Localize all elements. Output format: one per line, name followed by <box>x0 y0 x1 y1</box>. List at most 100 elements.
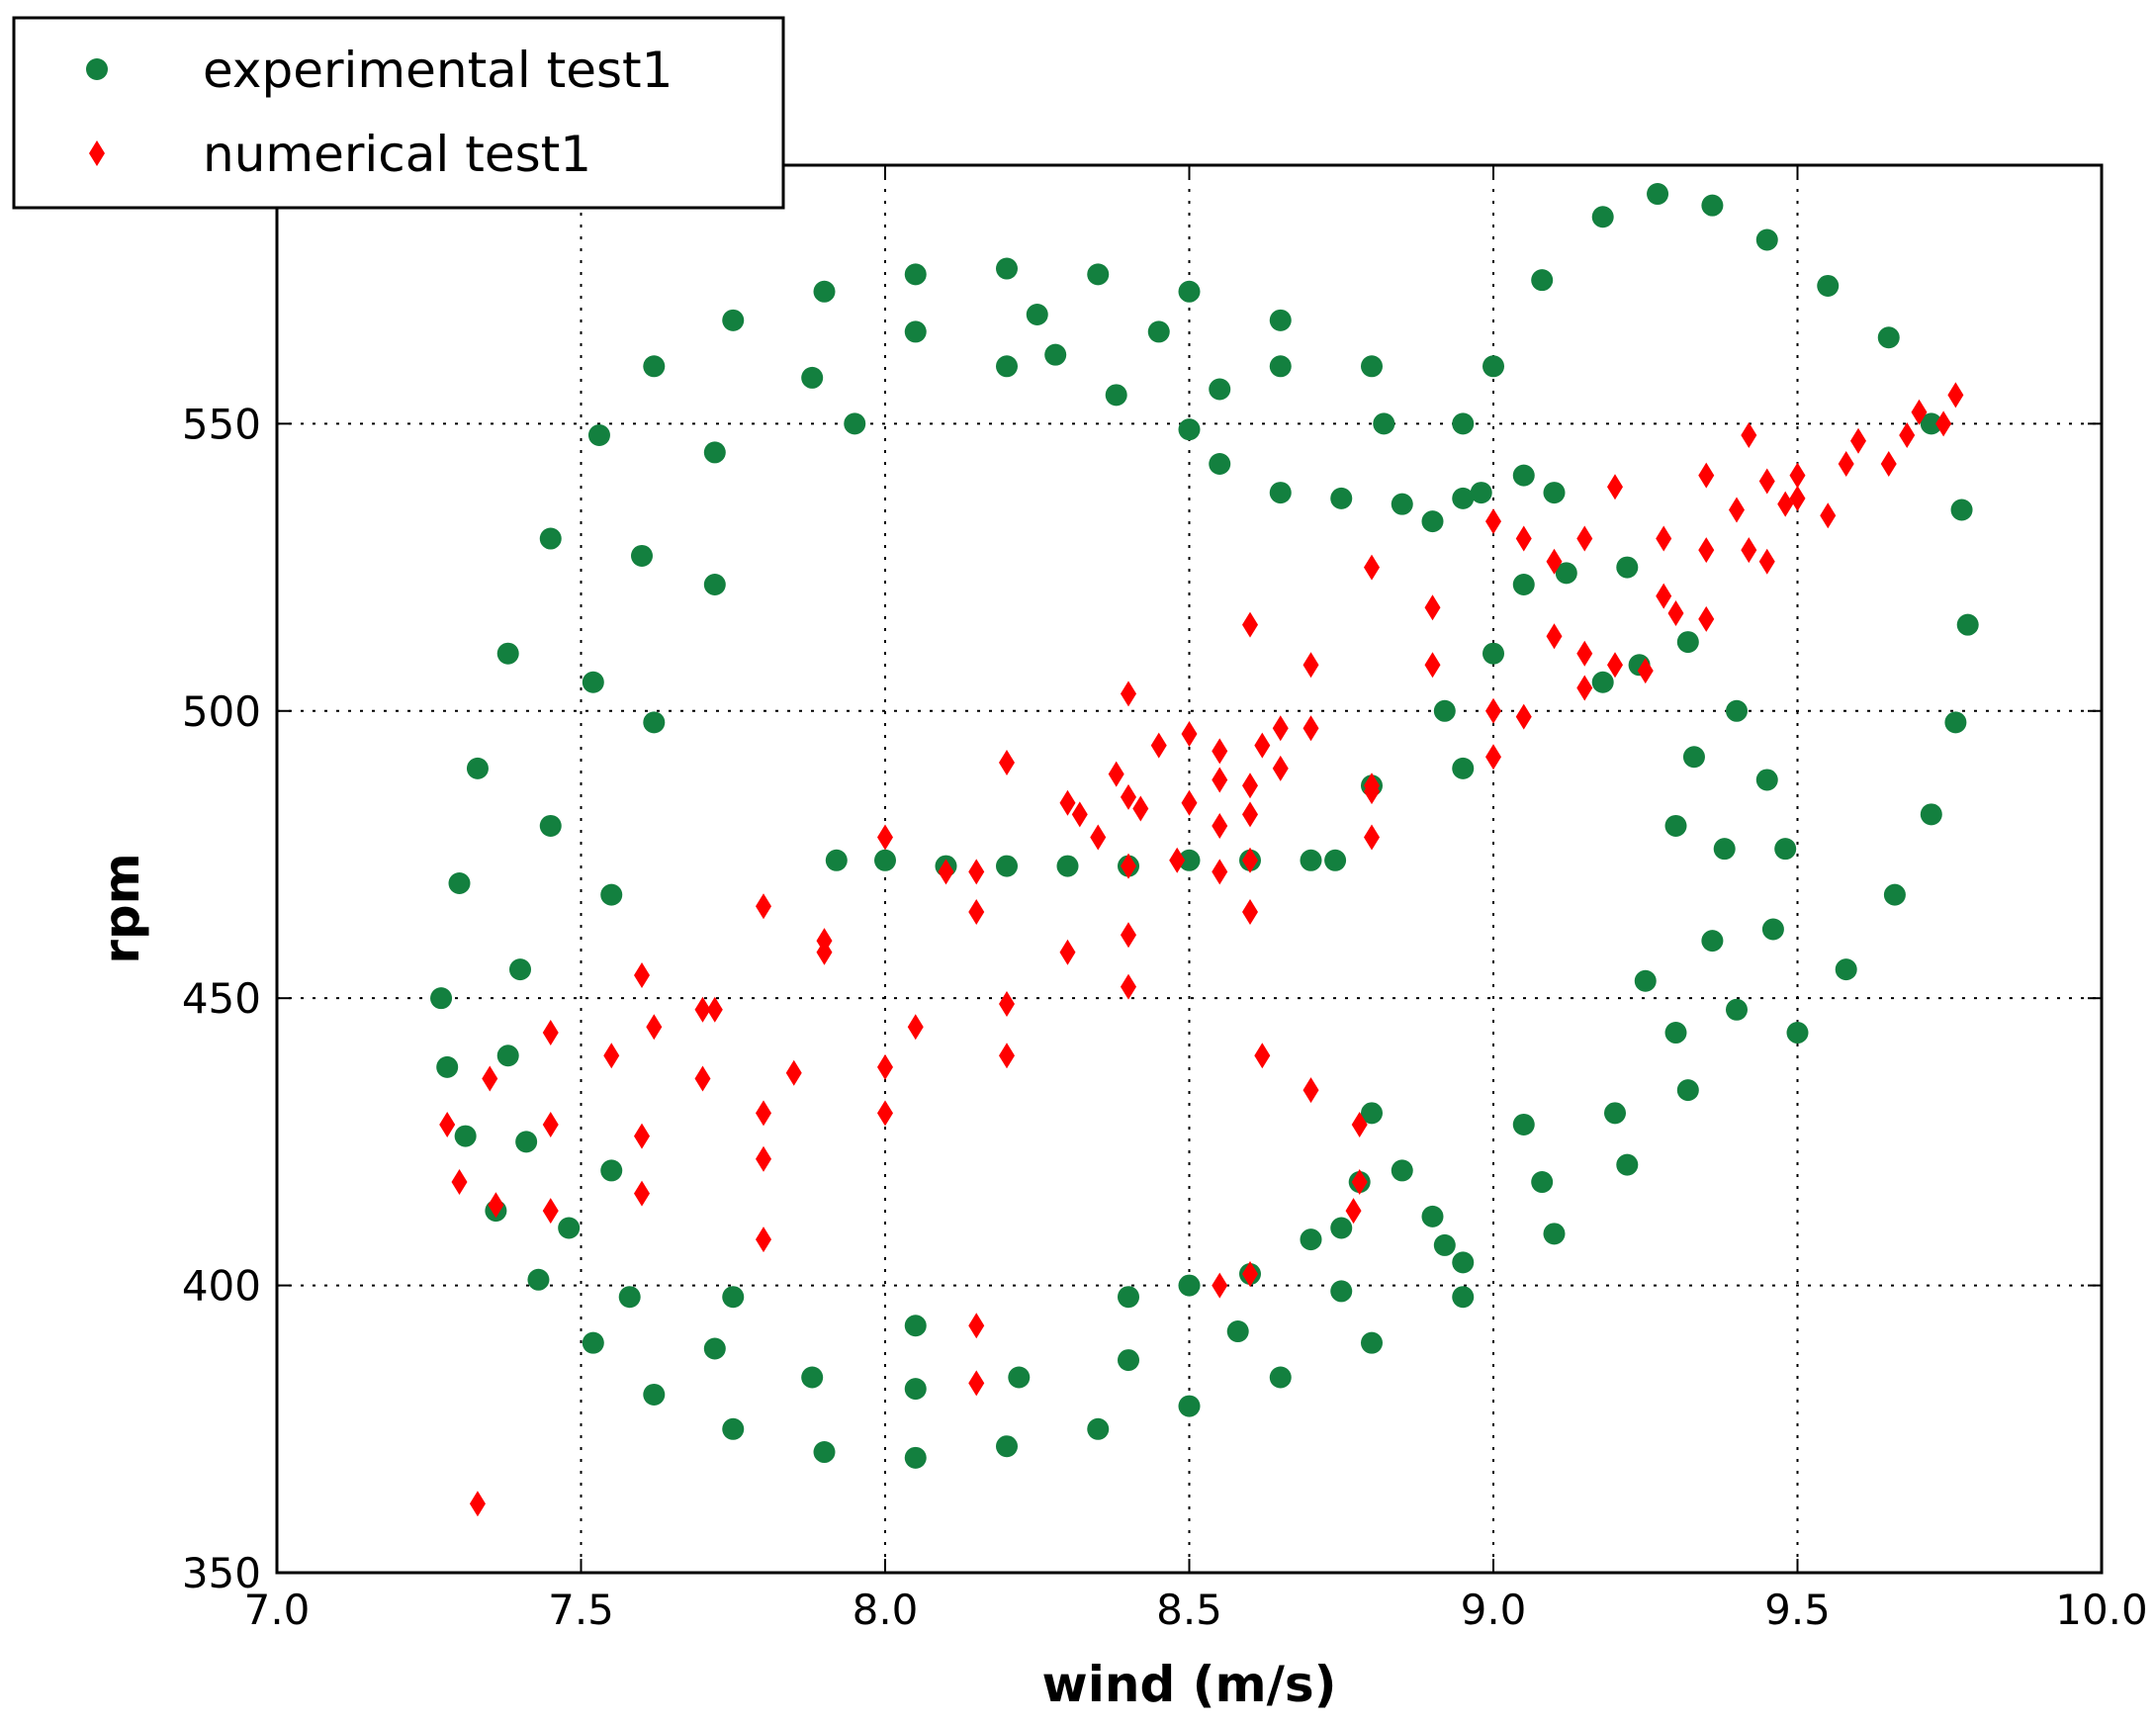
x-tick-label: 7.0 <box>244 1586 311 1634</box>
numerical-point <box>1741 537 1757 564</box>
experimental-point <box>874 849 896 871</box>
x-axis-ticks: 7.0 7.5 8.0 8.5 9.0 9.5 10.0 <box>244 165 2148 1634</box>
experimental-point <box>1147 320 1170 343</box>
numerical-point <box>1741 421 1757 448</box>
experimental-point <box>1269 355 1292 378</box>
numerical-point <box>634 1180 650 1207</box>
experimental-point <box>600 1159 623 1182</box>
numerical-point <box>1242 847 1258 873</box>
numerical-point <box>1424 652 1441 679</box>
experimental-point <box>509 958 531 981</box>
experimental-point <box>1178 280 1201 303</box>
numerical-point <box>1090 824 1107 851</box>
numerical-point <box>1242 772 1258 799</box>
y-axis-ticks: 350 400 450 500 550 <box>182 400 2102 1597</box>
experimental-point <box>1209 453 1231 476</box>
numerical-point <box>1212 767 1228 793</box>
experimental-point <box>1512 573 1535 595</box>
experimental-point <box>1178 1395 1201 1417</box>
experimental-point <box>1682 746 1705 769</box>
numerical-point <box>1789 462 1806 489</box>
experimental-point <box>1178 849 1201 871</box>
x-axis-label: wind (m/s) <box>1042 1656 1337 1713</box>
numerical-point <box>1698 605 1715 632</box>
experimental-point <box>825 849 848 871</box>
experimental-point <box>1056 855 1079 877</box>
experimental-point <box>801 1366 824 1389</box>
experimental-point <box>1452 412 1475 435</box>
experimental-point <box>539 527 562 550</box>
numerical-point <box>1656 525 1672 552</box>
experimental-point <box>618 1286 641 1309</box>
numerical-point <box>1351 1111 1368 1137</box>
numerical-point <box>938 859 954 885</box>
numerical-point <box>1485 508 1501 535</box>
numerical-point <box>1212 1272 1228 1299</box>
numerical-point <box>1637 658 1654 684</box>
experimental-point <box>996 355 1018 378</box>
experimental-point <box>1300 849 1322 871</box>
numerical-point <box>1345 1198 1362 1225</box>
experimental-point <box>996 257 1018 280</box>
y-axis-label: rpm <box>93 853 150 964</box>
x-tick-label: 8.5 <box>1156 1586 1222 1634</box>
numerical-point <box>1899 421 1916 448</box>
experimental-point <box>1817 274 1840 297</box>
experimental-point <box>1883 883 1906 906</box>
numerical-point <box>1254 1043 1271 1069</box>
numerical-point <box>1576 525 1593 552</box>
experimental-point <box>1226 1320 1249 1343</box>
experimental-point <box>1118 1286 1139 1309</box>
experimental-point <box>558 1217 581 1239</box>
experimental-point <box>1950 499 1973 521</box>
experimental-point <box>1118 1349 1139 1372</box>
experimental-point <box>1391 493 1413 515</box>
experimental-point <box>1835 958 1857 981</box>
numerical-series <box>439 382 1964 1517</box>
y-tick-label: 350 <box>182 1549 261 1597</box>
experimental-point <box>1512 1113 1535 1136</box>
numerical-point <box>907 1014 924 1041</box>
numerical-point <box>1071 801 1088 828</box>
experimental-point <box>996 855 1018 877</box>
experimental-point <box>1269 482 1292 504</box>
experimental-point <box>1452 757 1475 779</box>
experimental-point <box>1591 671 1614 693</box>
legend-box <box>12 16 785 210</box>
experimental-point <box>1178 1274 1201 1297</box>
experimental-point <box>539 814 562 837</box>
experimental-point <box>1920 412 1942 435</box>
experimental-point <box>1026 304 1048 326</box>
numerical-point <box>439 1111 456 1137</box>
experimental-point <box>1755 228 1778 251</box>
numerical-point <box>1935 410 1952 437</box>
experimental-point <box>1512 464 1535 487</box>
experimental-point <box>1008 1366 1031 1389</box>
numerical-point <box>694 996 711 1023</box>
numerical-point <box>968 899 985 926</box>
numerical-point <box>1515 525 1532 552</box>
numerical-point <box>1698 462 1715 489</box>
experimental-point <box>1786 1022 1809 1045</box>
experimental-point <box>1555 562 1577 585</box>
experimental-point <box>430 987 453 1010</box>
experimental-point <box>1330 1280 1353 1303</box>
experimental-point <box>1373 412 1395 435</box>
experimental-point <box>1300 1228 1322 1251</box>
experimental-point <box>1726 998 1748 1021</box>
numerical-point <box>1351 1169 1368 1196</box>
experimental-point <box>1421 510 1444 533</box>
numerical-point <box>756 1226 771 1253</box>
experimental-point <box>813 1441 836 1464</box>
experimental-point <box>1920 803 1942 826</box>
experimental-point <box>1604 1102 1626 1125</box>
numerical-point <box>1150 732 1167 759</box>
numerical-point <box>968 1370 985 1397</box>
numerical-point <box>1729 497 1745 523</box>
numerical-point <box>999 750 1015 776</box>
numerical-point <box>1181 789 1198 816</box>
numerical-point <box>968 859 985 885</box>
experimental-point <box>582 1331 604 1354</box>
experimental-point <box>703 573 726 595</box>
numerical-point <box>1303 1077 1319 1104</box>
